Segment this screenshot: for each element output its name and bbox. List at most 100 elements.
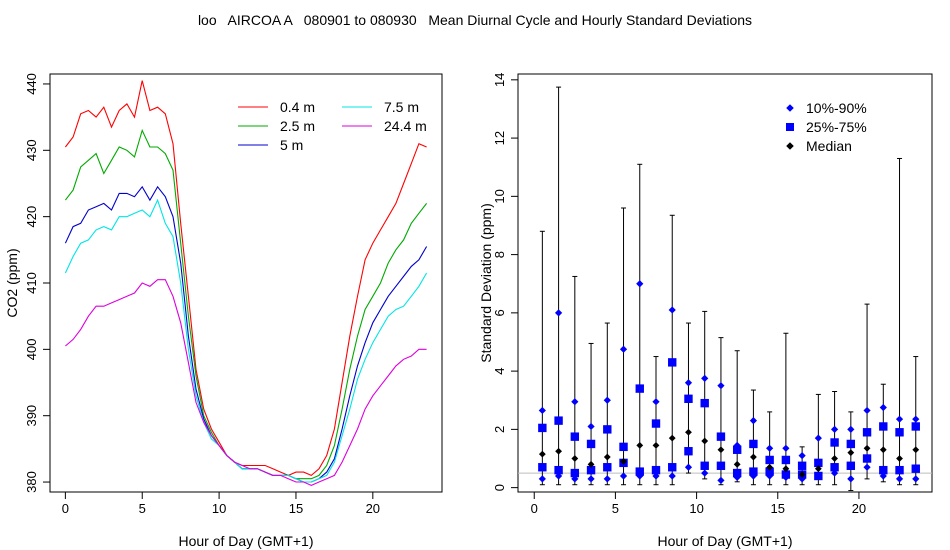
median-point (896, 455, 903, 462)
legend-marker (786, 142, 794, 150)
x-axis-label: Hour of Day (GMT+1) (658, 533, 793, 549)
p90-point (782, 444, 790, 452)
p25-point (635, 467, 644, 476)
p90-point (717, 382, 725, 390)
p90-point (895, 415, 904, 423)
y-tick-label: 420 (24, 206, 39, 228)
y-tick-label: 8 (492, 251, 507, 258)
p10-point (571, 475, 579, 483)
p90-point (587, 422, 595, 431)
y-tick-label: 14 (492, 73, 507, 87)
x-tick-label: 15 (771, 501, 785, 516)
y-tick-label: 430 (24, 139, 39, 161)
p10-point (538, 475, 546, 483)
co2-diurnal-panel: 0 5 10 15 20 380 390 400 410 420 430 440 Hour of Day… (4, 73, 443, 549)
p10-point (847, 475, 855, 483)
p25-point (781, 470, 791, 479)
p25-point (749, 467, 758, 476)
x-tick-label: 0 (62, 501, 69, 516)
p75-point (586, 439, 596, 449)
p75-point (619, 442, 628, 452)
p75-point (846, 439, 856, 449)
legend-label: 25%-75% (806, 119, 867, 135)
p25-point (846, 461, 856, 470)
std-dev-panel: 0 5 10 15 20 0 2 4 6 8 10 12 14 Hour of Day (GMT+1) St… (478, 73, 933, 549)
p90-point (619, 345, 628, 353)
median-point (636, 441, 644, 449)
median-point (555, 447, 562, 455)
p75-point (684, 394, 693, 403)
p75-point (797, 461, 807, 470)
p25-point (700, 461, 709, 470)
p10-point (652, 472, 660, 480)
p10-point (636, 472, 644, 480)
p25-point (538, 463, 547, 472)
p75-point (765, 455, 774, 465)
p25-point (570, 468, 580, 478)
p90-point (847, 425, 855, 433)
median-point (668, 434, 676, 442)
p10-point (879, 472, 887, 480)
p10-point (749, 472, 758, 480)
legend-label: 5 m (280, 137, 303, 153)
p90-point (668, 306, 676, 314)
p10-point (912, 475, 920, 483)
y-tick-label: 4 (492, 367, 507, 374)
y-tick-label: 410 (24, 272, 39, 294)
p10-point (895, 475, 904, 483)
y-tick-label: 12 (492, 131, 507, 145)
y-tick-label: 6 (492, 309, 507, 316)
p75-point (862, 428, 872, 437)
y-tick-label: 2 (492, 426, 507, 433)
p90-point (652, 398, 660, 406)
median-point (750, 453, 757, 461)
median-point (717, 446, 725, 454)
p75-point (635, 384, 644, 393)
x-tick-label: 20 (366, 501, 380, 516)
x-tick-label: 20 (852, 501, 866, 516)
series-line-24-4-m (65, 279, 427, 487)
median-point (798, 471, 806, 478)
y-tick-label: 440 (24, 73, 39, 95)
p90-point (814, 434, 822, 442)
x-tick-label: 5 (612, 501, 619, 516)
median-point (733, 460, 741, 468)
plot-frame (49, 73, 443, 493)
p10-point (798, 475, 806, 483)
legend-label: 10%-90% (806, 100, 867, 116)
p90-point (749, 417, 758, 425)
p10-point (766, 472, 774, 480)
p75-point (538, 423, 547, 433)
x-tick-label: 15 (289, 501, 303, 516)
p75-point (668, 358, 677, 367)
p10-point (603, 475, 611, 483)
legend-marker (786, 123, 794, 131)
p10-point (619, 472, 628, 480)
median-point (685, 428, 692, 436)
legend-marker (786, 104, 794, 112)
p75-point (895, 428, 904, 437)
median-point (701, 437, 709, 445)
legend-label: Median (806, 138, 852, 154)
x-tick-label: 5 (139, 501, 146, 516)
p25-point (732, 468, 742, 478)
y-tick-label: 400 (24, 338, 39, 360)
x-tick-label: 0 (531, 501, 538, 516)
p75-point (700, 398, 709, 408)
p10-point (668, 472, 676, 480)
p25-point (554, 465, 563, 475)
median-point (571, 455, 579, 462)
p10-point (717, 476, 725, 484)
p90-point (554, 309, 563, 317)
y-axis-label: CO2 (ppm) (4, 248, 20, 317)
p75-point (781, 455, 791, 465)
series-line-2-5-m (64, 128, 428, 480)
figure-title: loo AIRCOA A 080901 to 080930 Mean Diurn… (197, 12, 753, 28)
p90-point (798, 451, 806, 460)
p25-point (684, 447, 693, 456)
median-point (879, 446, 887, 454)
median-point (831, 455, 838, 462)
p75-point (879, 422, 888, 431)
p90-point (684, 379, 693, 387)
y-tick-label: 0 (492, 484, 507, 491)
